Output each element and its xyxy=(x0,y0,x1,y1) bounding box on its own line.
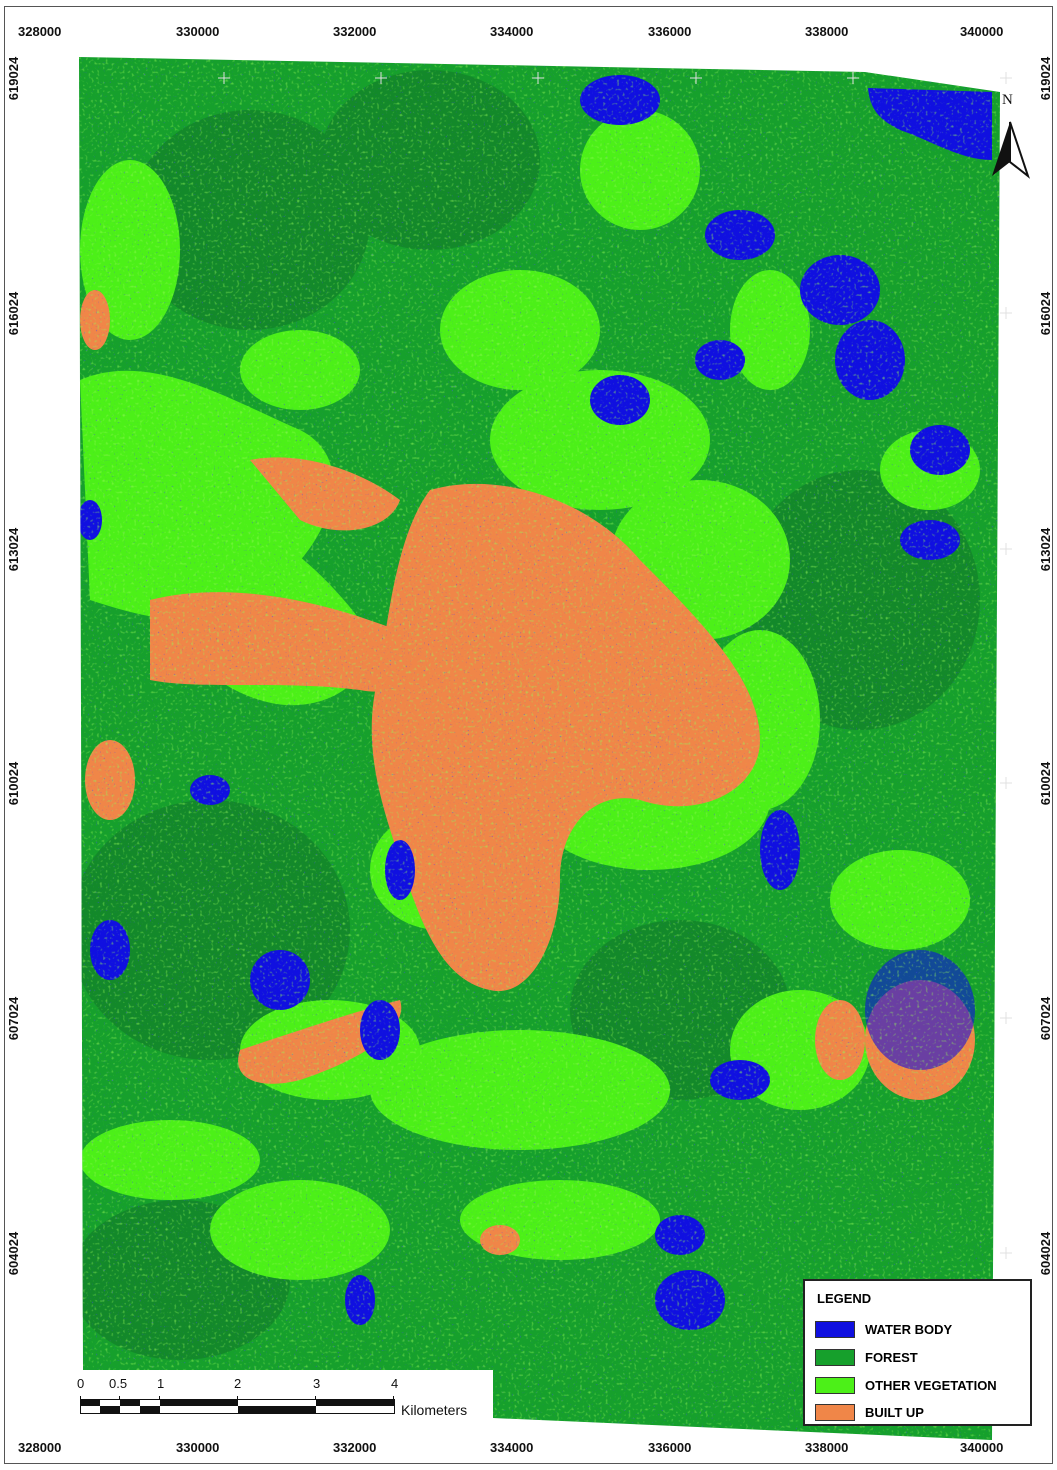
north-arrow-label: N xyxy=(1002,92,1013,108)
legend-label-forest: FOREST xyxy=(865,1350,918,1365)
x-tick-top-5: 338000 xyxy=(805,24,849,39)
scale-label-5: 4 xyxy=(391,1376,399,1391)
x-tick-bottom-0: 328000 xyxy=(18,1440,62,1455)
scale-label-2: 1 xyxy=(157,1376,165,1391)
x-tick-top-4: 336000 xyxy=(648,24,692,39)
graticule-crosses xyxy=(218,72,1012,1259)
scale-label-0: 0 xyxy=(77,1376,85,1391)
scale-bar-graphic xyxy=(80,1396,395,1414)
legend-label-built-up: BUILT UP xyxy=(865,1405,924,1420)
water-speckle xyxy=(79,57,1000,1440)
map-raster-layers xyxy=(79,57,1000,1440)
legend-label-water-body: WATER BODY xyxy=(865,1322,953,1337)
x-tick-bottom-2: 332000 xyxy=(333,1440,377,1455)
map-legend: LEGEND WATER BODY FOREST OTHER VEGETATIO… xyxy=(803,1279,1032,1426)
legend-swatch-other-vegetation xyxy=(815,1377,855,1394)
x-tick-top-6: 340000 xyxy=(960,24,1004,39)
x-tick-bottom-5: 338000 xyxy=(805,1440,849,1455)
north-arrow: N xyxy=(990,90,1032,182)
x-tick-bottom-1: 330000 xyxy=(176,1440,220,1455)
x-tick-bottom-6: 340000 xyxy=(960,1440,1004,1455)
scale-label-1: 0.5 xyxy=(109,1376,128,1391)
legend-swatch-forest xyxy=(815,1349,855,1366)
x-tick-bottom-4: 336000 xyxy=(648,1440,692,1455)
scale-bar: 0 0.5 1 2 3 4 Kilometers xyxy=(72,1370,492,1420)
legend-title: LEGEND xyxy=(817,1291,872,1306)
legend-label-other-vegetation: OTHER VEGETATION xyxy=(865,1378,997,1393)
scale-label-3: 2 xyxy=(234,1376,242,1391)
x-tick-bottom-3: 334000 xyxy=(490,1440,534,1455)
x-tick-top-2: 332000 xyxy=(333,24,377,39)
scale-label-4: 3 xyxy=(313,1376,321,1391)
x-tick-top-0: 328000 xyxy=(18,24,62,39)
scale-unit-label: Kilometers xyxy=(401,1402,468,1418)
legend-swatch-water-body xyxy=(815,1321,855,1338)
x-tick-top-1: 330000 xyxy=(176,24,220,39)
north-arrow-icon xyxy=(992,121,1030,179)
legend-swatch-built-up xyxy=(815,1404,855,1421)
x-tick-top-3: 334000 xyxy=(490,24,534,39)
